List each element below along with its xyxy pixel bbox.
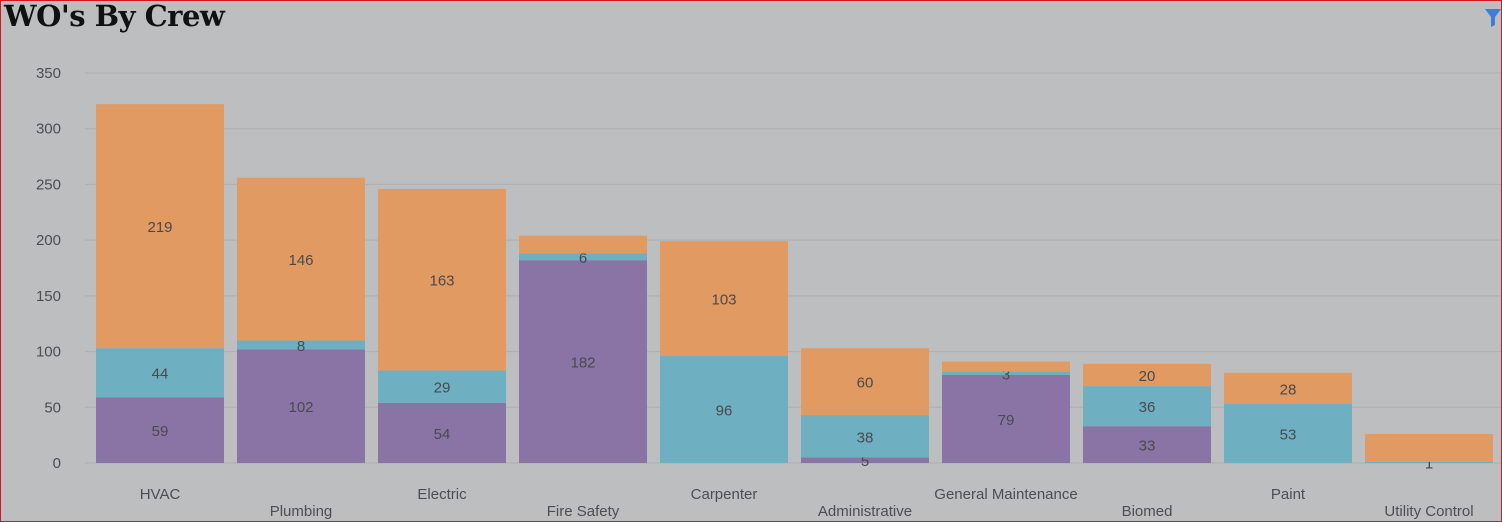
bar-segment (942, 361, 1070, 372)
y-tick-label: 200 (36, 232, 61, 249)
bar-segment (519, 253, 647, 261)
y-tick-label: 250 (36, 176, 61, 193)
bar-segment (1224, 372, 1352, 404)
y-tick-label: 150 (36, 288, 61, 305)
data-label: 8 (297, 338, 305, 355)
bar-segment (519, 260, 647, 463)
y-tick-label: 100 (36, 344, 61, 361)
data-label: 54 (434, 426, 451, 443)
data-label: 53 (1280, 426, 1297, 443)
x-category-label: Utility Control (1384, 503, 1473, 520)
data-label: 102 (288, 399, 313, 416)
bar-segment (378, 402, 506, 463)
x-category-label: Electric (417, 486, 467, 503)
bar-segment (660, 356, 788, 463)
y-tick-label: 300 (36, 121, 61, 138)
bar-segment (660, 241, 788, 357)
bar-segment (1083, 386, 1211, 427)
bar-segment (378, 188, 506, 371)
x-category-label: Administrative (818, 503, 912, 520)
bar-segment (801, 348, 929, 416)
bar-segment (378, 370, 506, 403)
data-label: 36 (1139, 399, 1156, 416)
data-label: 38 (857, 429, 874, 446)
data-label: 60 (857, 375, 874, 392)
bar-segment (801, 415, 929, 458)
data-label: 103 (711, 292, 736, 309)
x-category-label: Biomed (1122, 503, 1173, 520)
bar-segment (519, 235, 647, 254)
bar-segment (1083, 363, 1211, 387)
data-label: 1 (1425, 455, 1433, 472)
bar-segment (1083, 426, 1211, 463)
data-label: 28 (1280, 381, 1297, 398)
data-label: 59 (152, 423, 169, 440)
data-label: 163 (429, 273, 454, 290)
x-category-label: Fire Safety (547, 503, 620, 520)
data-label: 79 (998, 412, 1015, 429)
bar-segment (96, 348, 224, 398)
data-label: 6 (579, 250, 587, 267)
bar-segment (237, 340, 365, 350)
bar-segment (237, 349, 365, 463)
bar-segment (1365, 461, 1493, 463)
chart-title: WO's By Crew (4, 0, 225, 33)
bar-segment (1365, 434, 1493, 462)
x-category-label: Carpenter (691, 486, 758, 503)
bar-segment (96, 397, 224, 463)
x-category-label: HVAC (140, 486, 181, 503)
data-label: 20 (1139, 368, 1156, 385)
y-tick-label: 50 (44, 399, 61, 416)
bar-segment (942, 371, 1070, 375)
x-category-label: Paint (1271, 486, 1306, 503)
data-label: 182 (570, 355, 595, 372)
data-label: 3 (1002, 366, 1010, 383)
bar-segment (801, 457, 929, 463)
bar-segment (237, 177, 365, 341)
data-label: 146 (288, 252, 313, 269)
data-label: 29 (434, 380, 451, 397)
data-label: 96 (716, 403, 733, 420)
filter-icon[interactable] (1485, 9, 1501, 27)
bar-segment (942, 374, 1070, 463)
data-label: 33 (1139, 438, 1156, 455)
x-category-label: General Maintenance (934, 486, 1077, 503)
y-tick-label: 350 (36, 65, 61, 82)
bar-segment (96, 104, 224, 349)
x-category-label: Plumbing (270, 503, 333, 520)
data-label: 5 (861, 453, 869, 470)
y-tick-label: 0 (53, 455, 61, 472)
bar-segment (1224, 403, 1352, 463)
data-label: 219 (147, 219, 172, 236)
data-label: 44 (152, 366, 169, 383)
